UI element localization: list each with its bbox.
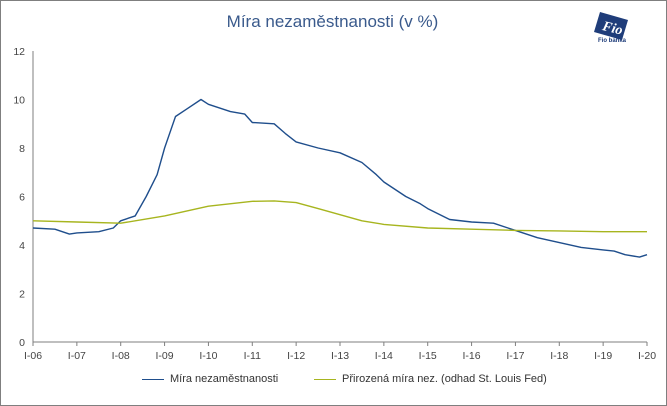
y-tick-label: 4 bbox=[19, 240, 25, 252]
chart-title: Míra nezaměstnanosti (v %) bbox=[226, 12, 439, 31]
legend-item-natural-rate: Přirozená míra nez. (odhad St. Louis Fed… bbox=[314, 373, 547, 385]
x-tick-label: I-17 bbox=[506, 350, 524, 362]
x-tick-label: I-08 bbox=[112, 350, 130, 362]
y-tick-label: 12 bbox=[13, 46, 25, 58]
legend-swatch-unemployment bbox=[142, 378, 164, 380]
svg-text:Fio: Fio bbox=[600, 19, 624, 39]
y-tick-label: 6 bbox=[19, 192, 25, 204]
x-tick-label: I-07 bbox=[68, 350, 86, 362]
x-tick-label: I-13 bbox=[331, 350, 349, 362]
y-tick-label: 2 bbox=[19, 289, 25, 301]
x-tick-label: I-11 bbox=[244, 350, 261, 362]
legend-item-unemployment: Míra nezaměstnanosti bbox=[142, 373, 278, 385]
y-tick-label: 10 bbox=[13, 95, 25, 107]
legend-label-natural-rate: Přirozená míra nez. (odhad St. Louis Fed… bbox=[342, 373, 547, 385]
legend-label-unemployment: Míra nezaměstnanosti bbox=[170, 373, 279, 385]
x-tick-label: I-09 bbox=[156, 350, 174, 362]
x-tick-label: I-20 bbox=[638, 350, 656, 362]
fio-banka-logo: Fio bbox=[594, 12, 628, 40]
chart-series bbox=[32, 98, 648, 258]
legend-swatch-natural-rate bbox=[314, 378, 336, 380]
x-tick-label: I-06 bbox=[24, 350, 42, 362]
y-tick-label: 8 bbox=[19, 143, 25, 155]
y-tick-label: 0 bbox=[19, 337, 25, 349]
x-tick-label: I-10 bbox=[199, 350, 217, 362]
series-line-1 bbox=[32, 200, 647, 233]
x-tick-label: I-18 bbox=[550, 350, 568, 362]
x-tick-label: I-15 bbox=[419, 350, 437, 362]
x-tick-label: I-14 bbox=[375, 350, 393, 362]
chart-legend: Míra nezaměstnanosti Přirozená míra nez.… bbox=[0, 373, 665, 393]
x-tick-label: I-19 bbox=[594, 350, 612, 362]
series-line-0 bbox=[32, 98, 648, 258]
chart-axes: 0 2 4 6 8 10 12 I-06 I-07 I-08 I-09 I-10 I-11 I-12 I-1… bbox=[13, 46, 656, 362]
logo-text: Fio banka bbox=[597, 38, 626, 44]
x-tick-label: I-16 bbox=[463, 350, 481, 362]
x-tick-label: I-12 bbox=[287, 350, 305, 362]
